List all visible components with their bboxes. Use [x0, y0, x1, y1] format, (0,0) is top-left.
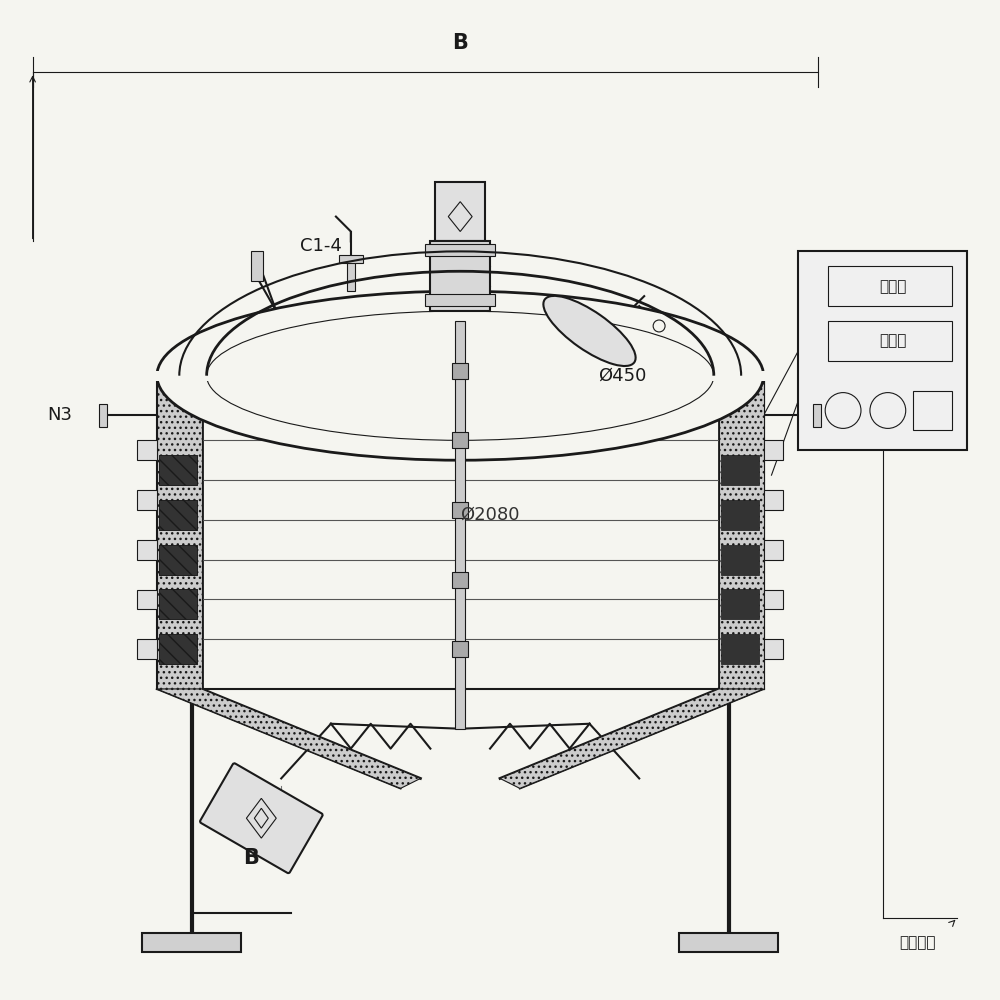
Bar: [764, 589, 783, 609]
Bar: [452, 432, 468, 448]
Bar: [159, 545, 197, 575]
Bar: [430, 241, 490, 311]
Bar: [137, 540, 157, 560]
Bar: [137, 490, 157, 510]
Bar: [159, 634, 197, 664]
Ellipse shape: [543, 296, 636, 366]
Bar: [137, 639, 157, 659]
Polygon shape: [500, 689, 764, 788]
Bar: [721, 545, 759, 575]
Bar: [147, 371, 773, 381]
Bar: [679, 933, 778, 952]
Bar: [435, 182, 485, 241]
Text: 变频器: 变频器: [879, 279, 906, 294]
Text: C1-4: C1-4: [300, 237, 342, 255]
Ellipse shape: [207, 311, 714, 440]
Ellipse shape: [157, 291, 764, 460]
Bar: [828, 266, 952, 306]
Bar: [764, 639, 783, 659]
Bar: [764, 490, 783, 510]
Bar: [159, 455, 197, 485]
Bar: [157, 376, 202, 689]
Bar: [339, 255, 363, 263]
Bar: [452, 641, 468, 657]
Bar: [159, 589, 197, 619]
Bar: [764, 440, 783, 460]
Bar: [425, 294, 495, 306]
Bar: [159, 500, 197, 530]
Bar: [798, 251, 967, 450]
Bar: [159, 634, 197, 664]
Bar: [99, 404, 107, 427]
Bar: [159, 589, 197, 619]
Bar: [764, 540, 783, 560]
Polygon shape: [157, 689, 420, 788]
Bar: [813, 404, 821, 427]
Bar: [455, 321, 465, 729]
Bar: [721, 500, 759, 530]
Bar: [721, 589, 759, 619]
Bar: [251, 251, 263, 281]
Bar: [721, 634, 759, 664]
Bar: [159, 455, 197, 485]
Bar: [913, 391, 952, 430]
Bar: [159, 500, 197, 530]
Text: Ø2080: Ø2080: [460, 506, 520, 524]
Bar: [142, 933, 241, 952]
Bar: [137, 589, 157, 609]
Bar: [828, 321, 952, 361]
Bar: [137, 440, 157, 460]
Text: 变频器: 变频器: [879, 333, 906, 348]
Bar: [721, 455, 759, 485]
Bar: [719, 376, 764, 689]
Text: B: B: [243, 848, 259, 868]
Bar: [452, 502, 468, 518]
Text: B: B: [452, 33, 468, 53]
Bar: [452, 572, 468, 588]
Text: 称重模块: 称重模块: [899, 935, 936, 950]
Text: N3: N3: [47, 406, 72, 424]
Bar: [347, 256, 355, 291]
Text: Ø450: Ø450: [598, 367, 646, 385]
Bar: [452, 363, 468, 379]
FancyBboxPatch shape: [200, 763, 323, 873]
Bar: [425, 244, 495, 256]
Bar: [159, 545, 197, 575]
